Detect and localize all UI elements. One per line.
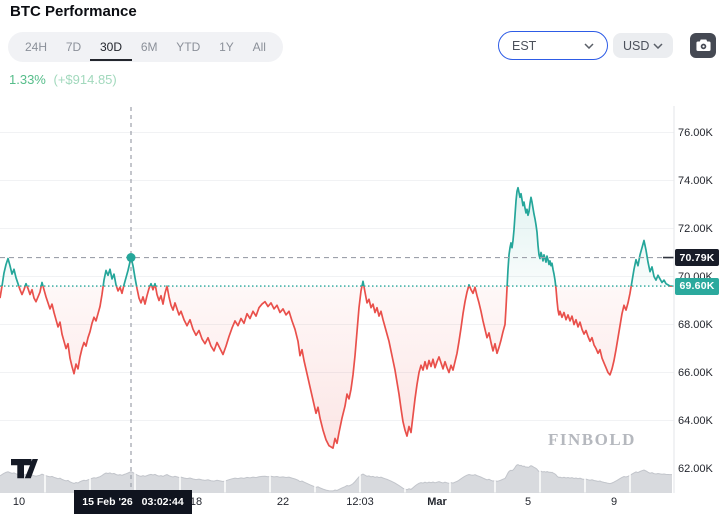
camera-icon (695, 39, 711, 51)
tab-24h[interactable]: 24H (25, 40, 48, 54)
change-percent: 1.33% (9, 72, 46, 87)
crosshair-datetime-tooltip: 15 Feb '26 03:02:44 (74, 490, 192, 514)
page-title: BTC Performance (10, 3, 137, 20)
chevron-down-icon (584, 42, 594, 49)
y-axis-label: 66.00K (678, 366, 713, 379)
currency-select[interactable]: USD (613, 33, 673, 58)
timezone-select[interactable]: EST (498, 31, 608, 60)
y-axis-label: 64.00K (678, 414, 713, 427)
tab-1y[interactable]: 1Y (219, 40, 234, 54)
x-axis-label: 5 (524, 496, 532, 508)
y-axis-label: 68.00K (678, 318, 713, 331)
tab-6m[interactable]: 6M (140, 40, 158, 54)
chevron-down-icon (653, 42, 663, 49)
x-axis-label: 22 (276, 496, 290, 508)
x-axis-label: 10 (12, 496, 26, 508)
y-axis-label: 76.00K (678, 126, 713, 139)
range-tabs: 24H 7D 30D 6M YTD 1Y All (8, 32, 283, 62)
tab-all[interactable]: All (252, 40, 266, 54)
y-axis-label: 72.00K (678, 222, 713, 235)
x-axis-label: 12:03 (346, 496, 374, 508)
current-price-badge: 69.60K (675, 277, 719, 295)
y-axis-label: 74.00K (678, 174, 713, 187)
change-row: 1.33% (+$914.85) (9, 72, 117, 87)
tradingview-logo-icon[interactable] (11, 459, 38, 479)
tab-30d[interactable]: 30D (89, 32, 133, 62)
crosshair-date: 15 Feb '26 (82, 496, 133, 508)
timezone-select-value: EST (512, 38, 537, 53)
x-axis-label: Mar (427, 496, 447, 508)
currency-select-value: USD (623, 38, 650, 53)
change-absolute: (+$914.85) (53, 72, 117, 87)
x-axis-label: 9 (610, 496, 618, 508)
screenshot-button[interactable] (690, 33, 716, 58)
crosshair-price-badge: 70.79K (675, 249, 719, 267)
y-axis-label: 62.00K (678, 462, 713, 475)
crosshair-time: 03:02:44 (141, 496, 184, 508)
x-axis-label: 18 (189, 496, 203, 508)
tab-7d[interactable]: 7D (65, 40, 82, 54)
tab-ytd[interactable]: YTD (176, 40, 201, 54)
finbold-watermark: FINBOLD (548, 430, 636, 449)
